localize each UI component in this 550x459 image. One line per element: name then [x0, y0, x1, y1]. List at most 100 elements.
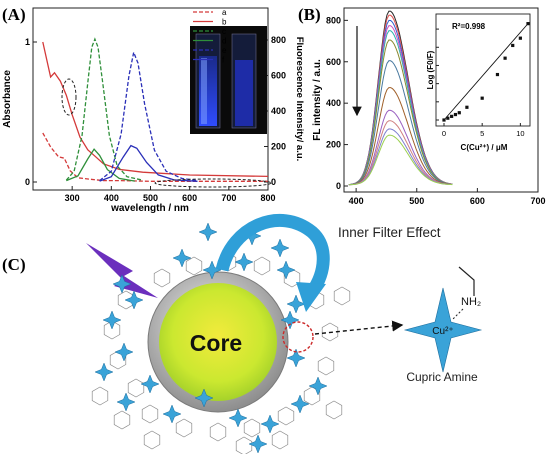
panel-b-ytick-label: 600: [326, 57, 341, 67]
nh2-label: NH₂: [461, 296, 481, 308]
polymer-ring: [235, 436, 253, 456]
inner-filter-arrow: [215, 214, 330, 296]
copper-ion-star-icon: [228, 408, 248, 428]
copper-ion-star-icon: [248, 434, 268, 454]
inset-data-point: [465, 105, 469, 109]
panel-a-ytick-label: 1: [25, 37, 30, 47]
panel-b-series: [348, 10, 453, 186]
copper-ion-star-icon: [286, 294, 306, 314]
cu-ion-label: Cu²⁺: [432, 326, 453, 337]
copper-ion-star-icon: [276, 260, 296, 280]
light-bolt-icon: [86, 243, 158, 298]
panel-b-ytick-label: 800: [326, 15, 341, 25]
polymer-ring: [141, 404, 159, 424]
polymer-ring: [243, 418, 261, 438]
panel-b-inset-ticks: 0 5 10: [436, 28, 525, 138]
panel-a-xtick-label: 600: [182, 193, 197, 203]
copper-ion-star-icon: [162, 404, 182, 424]
legend-label-e: e: [222, 46, 227, 55]
inset-xlabel: C(Cu²⁺) / μM: [461, 143, 508, 152]
panel-a-ticks: 300 400 500 600 700 800 0 1 0 200 400 600 800: [25, 35, 286, 203]
vial-photo-inset: [190, 26, 267, 134]
zoom-arrow: [314, 320, 404, 335]
panel-b-xtick-label: 700: [530, 196, 545, 206]
fl-spectrum-curve: [348, 39, 453, 186]
annotation-ellipse-right: [154, 178, 272, 188]
highlight-circle: [282, 321, 314, 353]
panel-a-ylabel-left: Absorbance: [2, 70, 13, 128]
panel-a-xtick-label: 400: [104, 193, 119, 203]
copper-ion-star-icon: [280, 310, 300, 330]
cupric-star-icon: [403, 287, 483, 373]
copper-ion-star-icon: [260, 414, 280, 434]
copper-ion-star-icon: [124, 290, 144, 310]
inset-r2-annotation: R²=0.998: [452, 22, 486, 31]
panel-a-ytick-right-label: 400: [271, 106, 286, 116]
panel-a-series-d: [66, 148, 135, 182]
copper-ion-star-icon: [286, 348, 306, 368]
inset-xtick-label: 10: [516, 129, 524, 138]
polymer-ring: [113, 410, 131, 430]
legend-label-a: a: [222, 8, 227, 17]
copper-ion-star-icon: [290, 394, 310, 414]
legend-label-d: d: [222, 37, 226, 46]
polymer-ring: [153, 268, 171, 288]
fl-spectrum-curve: [348, 134, 453, 186]
cupric-amine-detail: NH₂ Cu²⁺ Cupric Amine: [403, 266, 483, 384]
copper-ion-star-icon: [102, 310, 122, 330]
polymer-ring: [325, 400, 343, 420]
panel-a-series-e: [99, 50, 198, 182]
panel-b-ytick-label: 0: [336, 181, 341, 191]
nanoparticle-diagram: Core Inner Filter Effect NH₂ Cu²⁺ Cupric…: [86, 214, 483, 456]
polymer-ring: [91, 386, 109, 406]
inset-ylabel: Log (F0/F): [426, 50, 435, 89]
inset-data-point: [518, 36, 522, 40]
fl-spectrum-curve: [348, 60, 453, 186]
panel-b-chart: 400 500 600 700 0 200 400 600 800 FL intensity /…: [312, 7, 546, 206]
inset-data-point: [480, 96, 484, 100]
panel-a-ytick-right-label: 600: [271, 71, 286, 81]
panel-c-letter: (C): [2, 255, 26, 274]
inset-data-point: [453, 112, 458, 117]
panel-a-ytick-label: 0: [25, 177, 30, 187]
copper-ion-star-icon: [270, 238, 290, 258]
legend-label-f: f: [222, 56, 225, 65]
panel-b-ticks: 400 500 600 700 0 200 400 600 800: [326, 15, 546, 206]
panel-a-xtick-label: 800: [260, 193, 275, 203]
panel-a-xlabel: wavelength / nm: [110, 203, 189, 214]
panel-a-xtick-label: 700: [221, 193, 236, 203]
inset-data-point: [446, 116, 450, 120]
panel-b-ylabel: FL intensity / a.u.: [312, 59, 323, 141]
inset-data-point: [495, 72, 500, 77]
copper-ion-star-icon: [94, 362, 114, 382]
polymer-ring: [127, 378, 145, 398]
inner-filter-label: Inner Filter Effect: [338, 225, 441, 240]
panel-a-letter: (A): [2, 5, 26, 24]
polymer-ring: [209, 422, 227, 442]
inner-filter-arrowhead: [296, 282, 326, 312]
fl-spectrum-curve: [348, 109, 453, 186]
panel-b-ytick-label: 200: [326, 140, 341, 150]
panel-b-xtick-label: 400: [349, 196, 364, 206]
copper-ion-star-icon: [308, 376, 328, 396]
copper-ion-star-icon: [172, 248, 192, 268]
panel-a-ytick-right-label: 800: [271, 35, 286, 45]
inset-data-point: [511, 43, 515, 48]
particle-core: [159, 283, 277, 401]
panel-a-chart: 300 400 500 600 700 800 0 1 0 200 400 600 800 wavele…: [2, 7, 305, 214]
panel-b-xtick-label: 600: [470, 196, 485, 206]
copper-ion-stars: [94, 222, 328, 454]
cupric-amine-label: Cupric Amine: [406, 370, 478, 384]
panel-a-series-a: [42, 132, 268, 182]
panel-b-plot-frame: [343, 7, 539, 193]
polymer-ring: [143, 430, 161, 450]
panel-a-series: [42, 37, 269, 182]
copper-ion-star-icon: [234, 252, 254, 272]
inset-data-point: [503, 56, 507, 60]
panel-a-xtick-label: 300: [65, 193, 80, 203]
inset-data-point: [450, 114, 454, 118]
panel-b-letter: (B): [298, 5, 321, 24]
panel-a-ylabel-right: Fluorescence Intensity/ a.u.: [294, 37, 305, 162]
